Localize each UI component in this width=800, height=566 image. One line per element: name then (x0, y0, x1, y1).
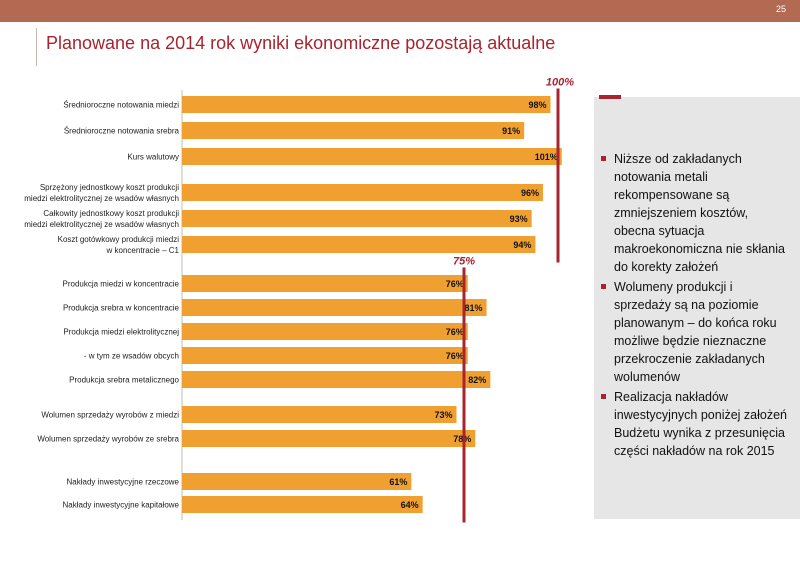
data-label: 82% (468, 375, 486, 385)
data-label: 73% (434, 410, 452, 420)
side-bullet-item: Realizacja nakładów inwestycyjnych poniż… (601, 388, 791, 460)
top-bar: 25 (0, 0, 800, 22)
bar (182, 96, 551, 113)
side-bullet-list: Niższe od zakładanych notowania metali r… (601, 150, 791, 462)
category-label: w koncentracie – C1 (106, 246, 180, 255)
bullet-square-icon (601, 394, 606, 399)
category-label: Produkcja srebra w koncentracie (63, 304, 180, 313)
category-label: Wolumen sprzedaży wyrobów z miedzi (41, 411, 179, 420)
category-label: Produkcja miedzi w koncentracie (63, 280, 180, 289)
reference-label: 100% (546, 77, 574, 89)
bar (182, 148, 562, 165)
category-label: miedzi elektrolitycznej ze wsadów własny… (24, 220, 179, 229)
data-label: 93% (510, 214, 528, 224)
data-label: 98% (528, 100, 546, 110)
data-label: 94% (513, 240, 531, 250)
data-label: 76% (446, 351, 464, 361)
bar (182, 184, 543, 201)
category-label: Koszt gotówkowy produkcji miedzi (58, 235, 180, 244)
category-label: - w tym ze wsadów obcych (84, 352, 179, 361)
bar (182, 430, 476, 447)
bar (182, 347, 468, 364)
side-panel (594, 97, 800, 519)
category-label: Wolumen sprzedaży wyrobów ze srebra (37, 435, 179, 444)
bar (182, 236, 536, 253)
bar (182, 299, 487, 316)
data-label: 78% (453, 434, 471, 444)
bar (182, 275, 468, 292)
bar (182, 323, 468, 340)
side-bullet-item: Wolumeny produkcji i sprzedaży są na poz… (601, 278, 791, 386)
data-label: 76% (446, 327, 464, 337)
data-label: 101% (535, 152, 558, 162)
category-label: Kurs walutowy (127, 153, 179, 162)
data-label: 64% (401, 500, 419, 510)
category-label: Produkcja miedzi elektrolitycznej (63, 328, 179, 337)
side-bullet-item: Niższe od zakładanych notowania metali r… (601, 150, 791, 276)
category-label: Średnioroczne notowania srebra (64, 127, 180, 136)
category-label: Całkowity jednostkowy koszt produkcji (43, 209, 179, 218)
page-title: Planowane na 2014 rok wyniki ekonomiczne… (46, 33, 556, 53)
data-label: 81% (465, 303, 483, 313)
data-label: 76% (446, 279, 464, 289)
bullet-square-icon (601, 284, 606, 289)
category-label: Nakłady inwestycyjne kapitałowe (63, 501, 180, 510)
side-bullet-text: Niższe od zakładanych notowania metali r… (614, 152, 785, 274)
bar (182, 122, 525, 139)
category-label: Nakłady inwestycyjne rzeczowe (67, 478, 180, 487)
side-bullet-text: Wolumeny produkcji i sprzedaży są na poz… (614, 280, 777, 384)
bar (182, 210, 532, 227)
data-label: 91% (502, 126, 520, 136)
data-label: 61% (389, 477, 407, 487)
category-label: Produkcja srebra metalicznego (69, 376, 179, 385)
category-label: Sprzężony jednostkowy koszt produkcji (40, 183, 179, 192)
category-label: Średnioroczne notowania miedzi (63, 101, 179, 110)
category-label: miedzi elektrolitycznej ze wsadów własny… (24, 194, 179, 203)
data-label: 96% (521, 188, 539, 198)
bar (182, 371, 491, 388)
bar (182, 496, 423, 513)
bullet-square-icon (601, 156, 606, 161)
side-bullet-text: Realizacja nakładów inwestycyjnych poniż… (614, 390, 788, 458)
page-number: 25 (775, 4, 786, 14)
side-panel-accent (599, 95, 621, 99)
title-rule (36, 28, 37, 66)
bar (182, 406, 457, 423)
bar (182, 473, 412, 490)
reference-label: 75% (453, 256, 475, 268)
